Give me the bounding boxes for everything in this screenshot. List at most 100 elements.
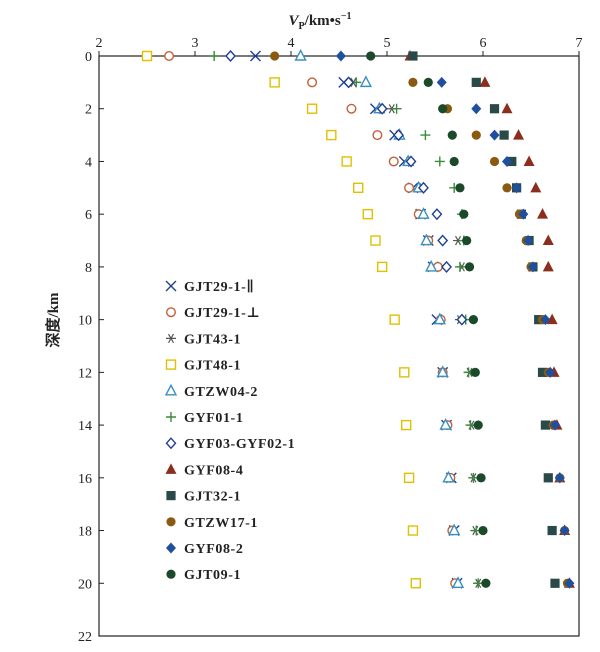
data-point xyxy=(441,260,452,273)
data-point xyxy=(518,208,529,220)
legend-label: GJT29-1-⊥ xyxy=(184,306,260,321)
legend-label: GJT48-1 xyxy=(184,359,241,374)
data-point xyxy=(388,156,399,167)
data-point xyxy=(306,103,318,114)
data-point xyxy=(502,183,512,193)
data-point xyxy=(530,181,542,193)
data-point xyxy=(489,129,500,141)
data-point xyxy=(442,470,455,483)
data-point xyxy=(294,48,307,61)
data-point xyxy=(543,473,553,483)
data-point xyxy=(447,130,457,140)
data-point xyxy=(341,156,352,167)
data-point xyxy=(559,525,570,537)
data-point xyxy=(478,525,488,536)
data-point xyxy=(451,576,465,588)
legend-marker xyxy=(166,333,176,344)
data-point xyxy=(468,315,478,325)
data-point xyxy=(448,523,461,536)
legend-marker xyxy=(165,437,177,450)
x-tick-label: 5 xyxy=(384,36,391,51)
data-point xyxy=(462,235,472,246)
data-point xyxy=(542,234,554,246)
data-point xyxy=(436,365,449,378)
series-10 xyxy=(335,50,575,589)
data-point xyxy=(537,367,548,377)
data-point xyxy=(434,156,445,167)
legend-label: GJT43-1 xyxy=(184,332,241,347)
series-11 xyxy=(366,51,491,588)
data-point xyxy=(418,181,429,194)
legend-marker xyxy=(166,517,176,527)
data-point xyxy=(513,129,525,140)
data-point xyxy=(471,130,481,140)
data-point xyxy=(470,367,480,377)
data-point xyxy=(359,75,373,88)
data-point xyxy=(464,262,475,272)
legend-marker xyxy=(165,307,176,318)
legend-label: GJT09-1 xyxy=(184,568,241,583)
data-point xyxy=(408,51,418,61)
y-tick-label: 22 xyxy=(78,630,92,645)
y-tick-label: 12 xyxy=(78,366,92,381)
y-tick-label: 6 xyxy=(85,208,92,223)
data-point xyxy=(408,77,418,87)
y-tick-label: 10 xyxy=(78,314,92,329)
y-tick-label: 18 xyxy=(78,525,92,540)
legend-label: GJT29-1-∥ xyxy=(184,279,254,295)
legend-marker xyxy=(165,463,177,474)
data-point xyxy=(438,104,448,114)
series-8 xyxy=(408,51,560,588)
data-point xyxy=(307,77,318,88)
y-tick-label: 14 xyxy=(78,419,92,434)
data-point xyxy=(433,312,446,325)
data-point xyxy=(403,472,415,484)
data-point xyxy=(346,103,357,114)
series-3 xyxy=(141,50,421,589)
data-point xyxy=(335,50,346,62)
data-point xyxy=(554,472,565,484)
x-tick-label: 3 xyxy=(192,36,199,51)
data-point xyxy=(370,235,381,246)
data-point xyxy=(141,50,153,62)
data-point xyxy=(249,50,261,62)
data-point xyxy=(366,51,376,61)
data-point xyxy=(377,261,388,273)
data-point xyxy=(437,234,449,247)
data-point xyxy=(550,578,560,588)
data-point xyxy=(473,420,483,430)
legend-marker xyxy=(166,491,176,501)
data-point xyxy=(476,473,486,483)
legend-marker xyxy=(164,383,178,396)
data-point xyxy=(489,156,500,167)
series-2 xyxy=(348,77,484,588)
data-point xyxy=(164,51,175,62)
data-point xyxy=(343,76,355,89)
data-point xyxy=(471,103,482,115)
data-point xyxy=(471,77,481,87)
data-point xyxy=(425,259,438,272)
data-point xyxy=(362,208,373,220)
legend-marker xyxy=(165,280,177,292)
data-point xyxy=(564,577,575,589)
legend-label: GYF08-4 xyxy=(184,463,243,478)
legend-marker xyxy=(165,359,177,370)
data-point xyxy=(393,129,404,142)
data-point xyxy=(439,418,452,430)
data-point xyxy=(420,130,431,141)
data-point xyxy=(523,155,535,166)
legend-label: GTZW04-2 xyxy=(184,385,258,400)
data-point xyxy=(269,77,280,88)
data-point xyxy=(407,525,419,536)
data-point xyxy=(417,207,430,219)
data-point xyxy=(540,314,551,326)
data-point xyxy=(372,130,383,141)
data-point xyxy=(455,183,465,193)
x-tick-label: 2 xyxy=(96,36,103,51)
series-6 xyxy=(225,49,468,326)
data-point xyxy=(376,102,388,115)
data-point xyxy=(353,182,364,194)
data-point xyxy=(547,525,557,536)
data-point xyxy=(326,129,337,141)
